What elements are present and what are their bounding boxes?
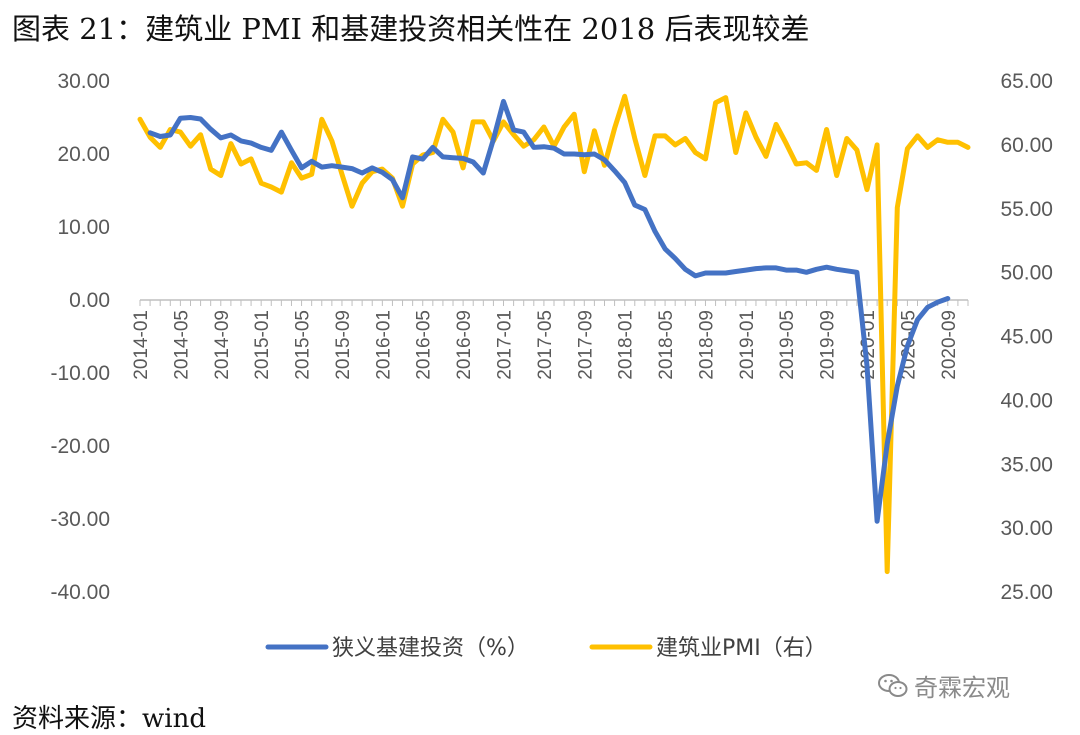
right-tick-label: 60.00 (1000, 134, 1053, 157)
x-tick-label: 2019-05 (777, 310, 798, 380)
right-tick-label: 45.00 (1000, 326, 1053, 349)
legend: 狭义基建投资（%） 建筑业PMI（右） (265, 636, 827, 661)
x-tick-label: 2018-05 (656, 310, 677, 380)
source-note: 资料来源：wind (12, 704, 206, 734)
x-tick-label: 2017-09 (575, 310, 596, 380)
wechat-icon (878, 673, 908, 697)
left-tick-label: -30.00 (50, 508, 110, 531)
left-tick-label: -40.00 (50, 581, 110, 604)
infra-investment-line (147, 98, 951, 524)
x-tick-label: 2015-05 (293, 310, 314, 380)
right-tick-label: 40.00 (1000, 389, 1053, 412)
x-tick-label: 2018-09 (696, 310, 717, 380)
right-tick-label: 30.00 (1000, 517, 1053, 540)
left-tick-label: 30.00 (57, 70, 110, 93)
left-tick-label: 10.00 (57, 216, 110, 239)
watermark-text: 奇霖宏观 (914, 674, 1010, 702)
right-tick-label: 35.00 (1000, 453, 1053, 476)
left-tick-label: 0.00 (69, 289, 110, 312)
right-tick-label: 50.00 (1000, 262, 1053, 285)
series-lines (137, 93, 971, 575)
left-tick-label: -20.00 (50, 435, 110, 458)
x-tick-label: 2016-05 (414, 310, 435, 380)
left-tick-label: 20.00 (57, 143, 110, 166)
left-tick-label: -10.00 (50, 362, 110, 385)
chart-title: 图表 21：建筑业 PMI 和基建投资相关性在 2018 后表现较差 (12, 12, 810, 46)
x-axis: 2014-01 2014-05 2014-09 2015-01 2015-05 2015-… (131, 299, 969, 380)
right-axis: 65.00 60.00 55.00 50.00 45.00 40.00 35.00 30.00… (1000, 70, 1053, 604)
legend-item-pmi-label: 建筑业PMI（右） (656, 636, 827, 661)
x-tick-label: 2020-09 (939, 310, 960, 380)
x-tick-label: 2019-09 (818, 310, 839, 380)
x-tick-label: 2016-09 (454, 310, 475, 380)
right-tick-label: 65.00 (1000, 70, 1053, 93)
watermark: 奇霖宏观 (878, 668, 1010, 703)
right-tick-label: 55.00 (1000, 198, 1053, 221)
x-tick-label: 2019-01 (737, 310, 758, 380)
x-tick-label: 2014-01 (131, 310, 152, 380)
x-tick-label: 2015-01 (252, 310, 273, 380)
right-tick-label: 25.00 (1000, 581, 1053, 604)
x-tick-label: 2017-01 (495, 310, 516, 380)
x-tick-label: 2018-01 (616, 310, 637, 380)
x-tick-label: 2014-05 (171, 310, 192, 380)
x-tick-label: 2014-09 (212, 310, 233, 380)
x-tick-label: 2017-05 (535, 310, 556, 380)
x-tick-label: 2016-01 (373, 310, 394, 380)
x-tick-label: 2015-09 (333, 310, 354, 380)
left-axis: 30.00 20.00 10.00 0.00 -10.00 -20.00 -30.00 -40… (50, 70, 110, 604)
legend-item-infra-label: 狭义基建投资（%） (332, 636, 529, 661)
